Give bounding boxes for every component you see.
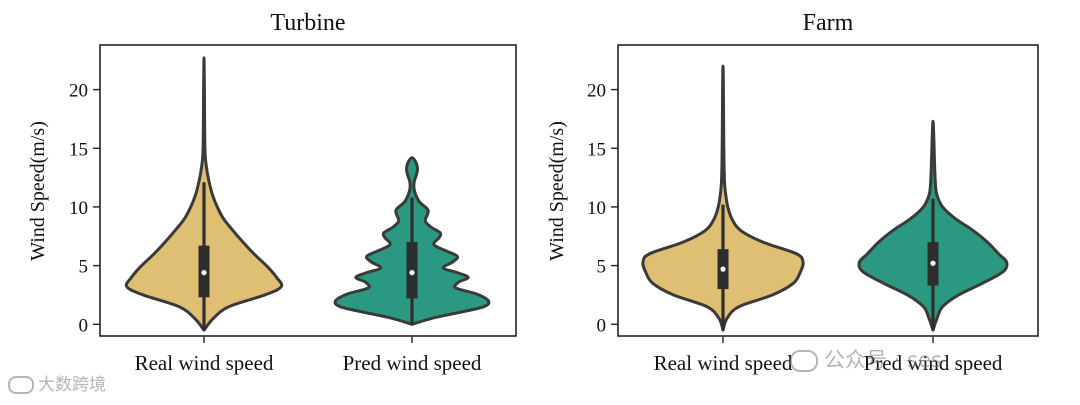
y-axis-label: Wind Speed(m/s) xyxy=(27,121,49,261)
violin-median xyxy=(930,260,936,266)
y-tick-label: 10 xyxy=(587,198,606,219)
watermark-text: 大数跨境 xyxy=(38,375,106,395)
y-tick-label: 5 xyxy=(79,257,89,278)
y-axis-label: Wind Speed(m/s) xyxy=(546,121,568,261)
x-tick-label: Pred wind speed xyxy=(343,351,482,375)
chart-title: Turbine xyxy=(270,10,345,36)
plot-area: 0 5 10 15 20 xyxy=(587,64,1009,343)
watermark-text: 公众号 · ses xyxy=(824,348,942,372)
violin-median xyxy=(720,266,726,272)
chart-title: Farm xyxy=(803,10,854,36)
violin-real xyxy=(641,64,805,332)
x-tick-label: Real wind speed xyxy=(135,351,274,375)
axes-frame xyxy=(617,44,1039,337)
axes-frame xyxy=(99,44,517,337)
plot-area: 0 5 10 15 20 xyxy=(69,56,491,343)
wechat-icon xyxy=(790,350,818,372)
y-tick-label: 15 xyxy=(587,139,606,160)
y-tick-label: 20 xyxy=(69,81,88,102)
x-tick-label: Real wind speed xyxy=(654,351,793,375)
violin-median xyxy=(409,270,415,276)
y-tick-label: 0 xyxy=(79,315,89,336)
watermark-logo-icon xyxy=(8,376,34,394)
y-tick-label: 5 xyxy=(597,257,607,278)
chart-panel-farm: Farm Wind Speed(m/s) 0 5 10 15 20 Real wind … xyxy=(546,10,1039,375)
chart-panel-turbine: Turbine Wind Speed(m/s) 0 5 10 15 20 Real wi… xyxy=(27,10,517,375)
watermark-right: 公众号 · ses xyxy=(790,344,942,374)
y-tick-label: 20 xyxy=(587,81,606,102)
y-tick-label: 0 xyxy=(597,315,607,336)
watermark-left: 大数跨境 xyxy=(8,370,106,395)
y-tick-label: 10 xyxy=(69,198,88,219)
x-tick-label: Pred wind speed xyxy=(864,351,1003,375)
y-tick-label: 15 xyxy=(69,139,88,160)
violin-median xyxy=(201,270,207,276)
